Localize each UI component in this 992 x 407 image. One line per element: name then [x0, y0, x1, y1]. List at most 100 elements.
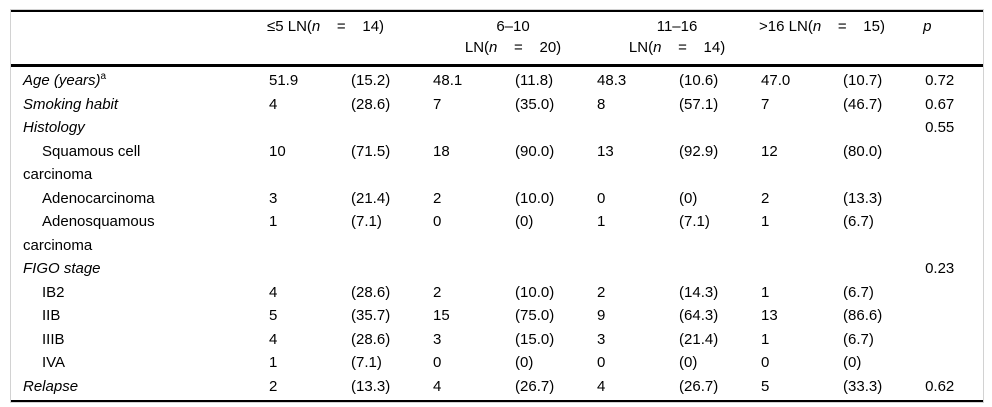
- value-cell: [267, 116, 349, 140]
- p-value-cell: 0.23: [925, 260, 955, 277]
- row-label: FIGO stage: [23, 260, 101, 277]
- value-cell: 1: [761, 283, 770, 301]
- header-group-le5-ln: ≤5 LN(n = 14): [267, 11, 432, 67]
- value-cell: 47.0: [761, 72, 791, 89]
- table-row-smoking: Smoking habit 4 (28.6) 7 (35.0) 8 (57.1)…: [11, 93, 983, 117]
- value-cell: 13: [597, 142, 614, 160]
- table-row-adenocarcinoma: Adenocarcinoma 3 (21.4) 2 (10.0) 0 (0) 2…: [11, 187, 983, 211]
- value-cell: 5: [269, 307, 278, 324]
- value-cell: 0: [433, 354, 442, 371]
- value-cell: [267, 257, 349, 281]
- n-symbol: n: [311, 18, 321, 35]
- value-cell: 5: [761, 377, 770, 395]
- value-cell: [431, 257, 513, 281]
- percent-cell: [349, 257, 431, 281]
- percent-cell: [677, 116, 759, 140]
- percent-cell: [513, 257, 595, 281]
- header-group-line1: 6–10: [496, 18, 530, 35]
- value-cell: [759, 116, 841, 140]
- percent-cell: (10.0): [515, 283, 555, 301]
- header-group-text: = 20): [497, 39, 562, 56]
- value-cell: [431, 116, 513, 140]
- header-group-line1: 11–16: [656, 18, 698, 35]
- percent-cell: [349, 116, 431, 140]
- value-cell: 0: [433, 213, 442, 230]
- row-label: IVA: [42, 354, 66, 371]
- p-value-cell: [923, 328, 983, 352]
- header-group-text: ≤5 LN(: [267, 18, 312, 35]
- table-row-histology: Histology 0.55: [11, 116, 983, 140]
- percent-cell: [513, 116, 595, 140]
- percent-cell: (28.6): [351, 283, 391, 301]
- percent-cell: (10.6): [679, 72, 719, 89]
- value-cell: 1: [761, 213, 770, 230]
- percent-cell: (75.0): [515, 307, 555, 324]
- percent-cell: (7.1): [679, 213, 710, 230]
- p-value-cell: [923, 210, 983, 257]
- value-cell: 3: [433, 330, 442, 348]
- value-cell: 4: [433, 377, 442, 395]
- value-cell: 4: [269, 283, 278, 301]
- percent-cell: (10.7): [843, 72, 883, 89]
- row-label: IIB: [42, 307, 61, 324]
- percent-cell: (14.3): [679, 283, 719, 301]
- p-value-cell: 0.55: [925, 119, 955, 136]
- value-cell: 2: [433, 283, 442, 301]
- value-cell: 2: [761, 189, 770, 207]
- percent-cell: (15.2): [351, 72, 391, 89]
- value-cell: 2: [433, 189, 442, 207]
- value-cell: 10: [269, 142, 286, 160]
- percent-cell: (15.0): [515, 330, 555, 348]
- table-row-ib2: IB2 4 (28.6) 2 (10.0) 2 (14.3) 1 (6.7): [11, 281, 983, 305]
- table-row-adenosquamous: Adenosquamous carcinoma 1 (7.1) 0 (0) 1 …: [11, 210, 983, 257]
- value-cell: [759, 257, 841, 281]
- header-group-text: >16 LN(: [759, 18, 813, 35]
- n-symbol: n: [653, 39, 662, 56]
- value-cell: 13: [761, 307, 778, 324]
- n-symbol: n: [812, 18, 822, 35]
- percent-cell: (86.6): [843, 307, 883, 324]
- characteristics-table-container: ≤5 LN(n = 14) 6–10 LN(n = 20) 11–16 LN(n…: [10, 9, 984, 403]
- percent-cell: (0): [515, 213, 534, 230]
- header-group-text: = 14): [320, 18, 385, 35]
- p-value-cell: [923, 187, 983, 211]
- percent-cell: (0): [515, 354, 534, 371]
- p-value-cell: 0.62: [925, 377, 955, 395]
- percent-cell: (80.0): [843, 142, 883, 160]
- header-group-line2: LN(n = 14): [595, 37, 759, 58]
- header-group-text: LN(: [628, 39, 654, 56]
- percent-cell: (26.7): [515, 377, 555, 395]
- row-label: Histology: [23, 119, 85, 136]
- value-cell: 7: [433, 95, 442, 113]
- header-group-text: = 15): [821, 18, 885, 35]
- percent-cell: (13.3): [351, 377, 391, 395]
- p-value-cell: 0.72: [925, 72, 955, 89]
- value-cell: 8: [597, 95, 606, 113]
- value-cell: 18: [433, 142, 450, 160]
- value-cell: 3: [269, 189, 278, 207]
- percent-cell: [677, 257, 759, 281]
- percent-cell: (35.0): [515, 95, 555, 113]
- percent-cell: (28.6): [351, 95, 391, 113]
- percent-cell: (10.0): [515, 189, 555, 207]
- value-cell: 3: [597, 330, 606, 348]
- table-row-squamous: Squamous cell carcinoma 10 (71.5) 18 (90…: [11, 140, 983, 187]
- row-label: Squamous cell carcinoma: [23, 142, 141, 184]
- value-cell: 7: [761, 95, 770, 113]
- percent-cell: (11.8): [515, 72, 554, 89]
- footnote-marker: a: [100, 71, 107, 82]
- percent-cell: (90.0): [515, 142, 555, 160]
- percent-cell: (0): [679, 354, 698, 371]
- percent-cell: (35.7): [351, 307, 391, 324]
- percent-cell: [841, 257, 923, 281]
- n-symbol: n: [489, 39, 498, 56]
- header-group-gt16-ln: >16 LN(n = 15): [759, 11, 924, 67]
- percent-cell: (6.7): [843, 330, 874, 348]
- value-cell: 4: [269, 95, 278, 113]
- percent-cell: (13.3): [843, 189, 883, 207]
- percent-cell: (28.6): [351, 330, 391, 348]
- table-row-age: Age (years)a 51.9 (15.2) 48.1 (11.8) 48.…: [11, 66, 983, 93]
- table-row-relapse: Relapse 2 (13.3) 4 (26.7) 4 (26.7) 5 (33…: [11, 375, 983, 402]
- row-label: Relapse: [23, 377, 79, 395]
- row-label: IB2: [42, 283, 65, 301]
